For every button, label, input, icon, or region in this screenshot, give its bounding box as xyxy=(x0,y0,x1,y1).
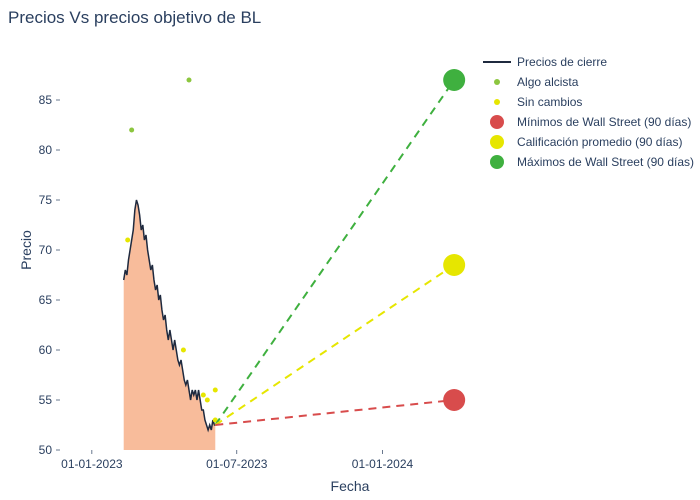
svg-text:01-01-2023: 01-01-2023 xyxy=(61,457,123,471)
legend-swatch xyxy=(490,115,504,129)
unchanged-marker xyxy=(125,238,130,243)
unchanged-marker xyxy=(181,348,186,353)
high-line xyxy=(215,80,454,425)
legend-label: Mínimos de Wall Street (90 días) xyxy=(517,115,691,129)
legend-label: Máximos de Wall Street (90 días) xyxy=(517,155,694,169)
svg-text:70: 70 xyxy=(39,243,53,257)
legend-item-bullish[interactable]: Algo alcista xyxy=(483,72,694,92)
svg-text:85: 85 xyxy=(39,93,53,107)
svg-text:75: 75 xyxy=(39,193,53,207)
unchanged-marker xyxy=(201,393,206,398)
svg-text:01-01-2024: 01-01-2024 xyxy=(352,457,414,471)
svg-text:55: 55 xyxy=(39,393,53,407)
svg-text:60: 60 xyxy=(39,343,53,357)
legend-item-avg[interactable]: Calificación promedio (90 días) xyxy=(483,132,694,152)
svg-text:80: 80 xyxy=(39,143,53,157)
legend-swatch xyxy=(494,99,500,105)
bullish-marker xyxy=(187,78,192,83)
legend-label: Algo alcista xyxy=(517,75,578,89)
legend-item-close[interactable]: Precios de cierre xyxy=(483,52,694,72)
legend-item-high[interactable]: Máximos de Wall Street (90 días) xyxy=(483,152,694,172)
svg-text:65: 65 xyxy=(39,293,53,307)
legend-swatch xyxy=(490,155,504,169)
close-price-area xyxy=(124,200,216,450)
chart-legend: Precios de cierre Algo alcista Sin cambios… xyxy=(483,52,694,172)
bullish-marker xyxy=(129,128,134,133)
legend-swatch xyxy=(494,79,500,85)
legend-swatch xyxy=(490,135,504,149)
legend-label: Sin cambios xyxy=(517,95,582,109)
low-marker xyxy=(443,389,465,411)
avg-marker xyxy=(443,254,465,276)
legend-label: Precios de cierre xyxy=(517,55,607,69)
svg-text:01-07-2023: 01-07-2023 xyxy=(206,457,268,471)
unchanged-marker xyxy=(213,388,218,393)
unchanged-marker xyxy=(205,398,210,403)
high-marker xyxy=(443,69,465,91)
chart-container: Precios Vs precios objetivo de BL Precio… xyxy=(0,0,700,500)
legend-item-unchanged[interactable]: Sin cambios xyxy=(483,92,694,112)
low-line xyxy=(215,400,454,425)
legend-item-low[interactable]: Mínimos de Wall Street (90 días) xyxy=(483,112,694,132)
svg-text:50: 50 xyxy=(39,443,53,457)
legend-label: Calificación promedio (90 días) xyxy=(517,135,682,149)
avg-line xyxy=(215,265,454,425)
legend-swatch xyxy=(483,61,511,63)
